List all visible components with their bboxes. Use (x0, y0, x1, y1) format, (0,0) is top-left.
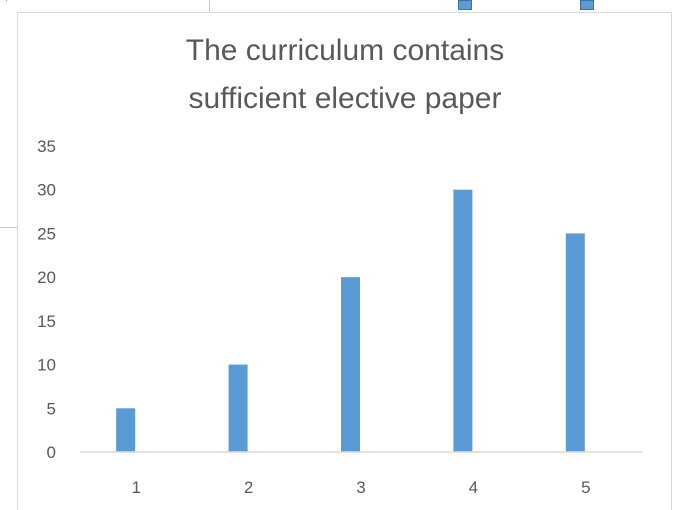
y-tick-label: 10 (37, 356, 56, 375)
legend-swatch-1 (458, 0, 472, 10)
legend-swatch-2 (580, 0, 594, 10)
bar-5 (565, 233, 585, 452)
y-axis: 0 5 10 15 20 25 30 35 (37, 137, 56, 462)
y-tick-label: 5 (47, 399, 56, 418)
y-tick-label: 0 (47, 443, 56, 462)
bar-4 (453, 189, 473, 452)
chart-title-line-2: sufficient elective paper (189, 82, 502, 115)
bars (116, 189, 585, 452)
y-tick-label: 30 (37, 181, 56, 200)
x-tick-label: 2 (244, 478, 253, 497)
x-tick-label: 5 (581, 478, 590, 497)
x-tick-label: 1 (131, 478, 140, 497)
corner-marker: ′ (6, 0, 8, 7)
bar-3 (341, 277, 360, 452)
y-tick-label: 20 (37, 268, 56, 287)
x-tick-label: 3 (356, 478, 365, 497)
y-tick-label: 25 (37, 224, 56, 243)
bar-1 (116, 408, 136, 452)
chart-title-line-1: The curriculum contains (186, 34, 504, 67)
x-tick-label: 4 (469, 478, 478, 497)
y-tick-label: 35 (37, 137, 56, 156)
y-tick-label: 15 (37, 312, 56, 331)
x-axis: 1 2 3 4 5 (80, 451, 642, 497)
bar-2 (228, 364, 248, 452)
